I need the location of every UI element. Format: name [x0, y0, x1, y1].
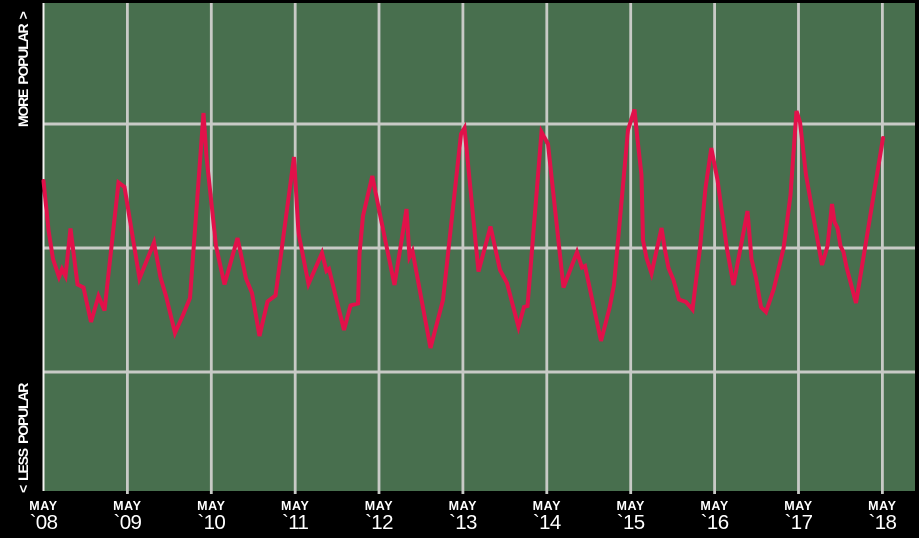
svg-text:MAY: MAY	[449, 499, 477, 513]
svg-text:MAY: MAY	[197, 499, 225, 513]
svg-text:MAY: MAY	[784, 499, 812, 513]
svg-text:`08: `08	[30, 511, 58, 534]
svg-text:MAY: MAY	[29, 499, 57, 513]
svg-text:`12: `12	[365, 511, 393, 534]
svg-text:`14: `14	[533, 511, 561, 534]
svg-text:`16: `16	[701, 511, 729, 534]
svg-text:MAY: MAY	[365, 499, 393, 513]
svg-text:`09: `09	[113, 511, 141, 534]
svg-text:`17: `17	[785, 511, 813, 534]
svg-text:MORE POPULAR >: MORE POPULAR >	[15, 11, 31, 127]
svg-text:MAY: MAY	[868, 499, 896, 513]
svg-text:MAY: MAY	[281, 499, 309, 513]
svg-text:`11: `11	[282, 511, 309, 534]
svg-text:MAY: MAY	[700, 499, 728, 513]
svg-text:`10: `10	[197, 511, 225, 534]
svg-text:MAY: MAY	[533, 499, 561, 513]
svg-text:< LESS POPULAR: < LESS POPULAR	[15, 383, 31, 493]
svg-text:MAY: MAY	[113, 499, 141, 513]
svg-text:`18: `18	[868, 511, 896, 534]
svg-text:`15: `15	[617, 511, 645, 534]
svg-text:`13: `13	[449, 511, 477, 534]
svg-text:MAY: MAY	[616, 499, 644, 513]
